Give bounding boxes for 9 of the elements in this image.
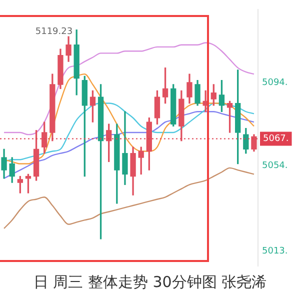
line-series (3, 42, 255, 136)
y-tick-label: 5054. (262, 161, 288, 172)
annotation: 5119.23 (35, 27, 73, 38)
y-tick-label: 5094. (262, 78, 288, 88)
y-tick-label: 5013. (262, 246, 288, 257)
text: 日 周三 整体走势 30分钟图 张尧浠 (33, 272, 267, 291)
line-series (3, 111, 255, 179)
ref-line-label: 5067. (263, 134, 289, 144)
line-series (3, 167, 255, 230)
